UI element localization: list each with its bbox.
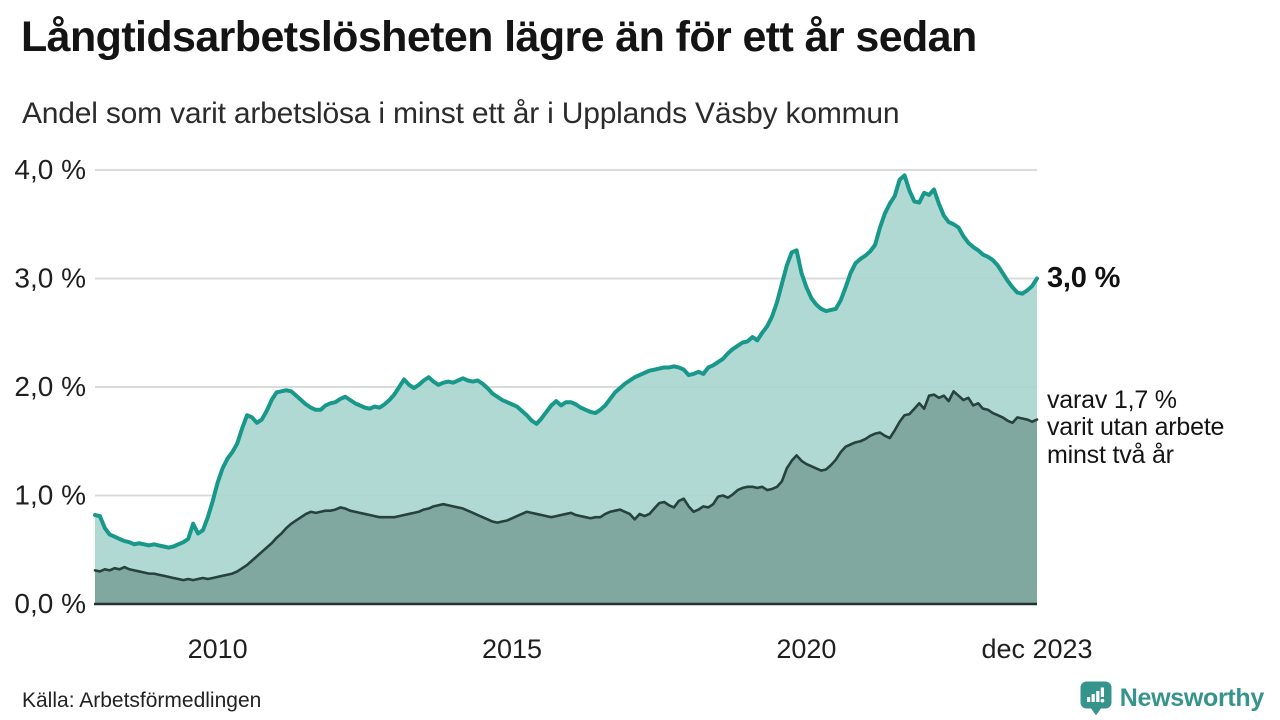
y-axis-tick-label: 0,0 % — [14, 588, 86, 619]
end-value-label: 3,0 % — [1047, 262, 1121, 294]
page-title: Långtidsarbetslösheten lägre än för ett … — [21, 13, 977, 61]
x-axis-tick-label: 2010 — [188, 634, 248, 664]
brand-name: Newsworthy — [1119, 683, 1265, 712]
secondary-series-annotation: varav 1,7 % varit utan arbete minst två … — [1047, 386, 1225, 469]
chart-subtitle: Andel som varit arbetslösa i minst ett å… — [22, 97, 900, 130]
newsworthy-logo: Newsworthy — [1079, 680, 1264, 716]
series-line-two-years — [93, 390, 1039, 582]
series-area-two-years — [95, 391, 1037, 604]
x-axis-tick-label: 2015 — [482, 634, 542, 664]
y-axis-tick-label: 3,0 % — [14, 263, 86, 294]
series-line-one-year — [93, 173, 1039, 550]
x-axis-tick-label: 2020 — [776, 634, 836, 664]
newsworthy-bubble-chart-icon — [1080, 681, 1112, 716]
source-attribution: Källa: Arbetsförmedlingen — [22, 689, 262, 712]
y-axis-tick-label: 4,0 % — [14, 154, 86, 185]
x-axis-tick-label: dec 2023 — [981, 634, 1092, 664]
y-axis-tick-label: 2,0 % — [14, 371, 86, 402]
y-axis-tick-label: 1,0 % — [14, 480, 86, 511]
